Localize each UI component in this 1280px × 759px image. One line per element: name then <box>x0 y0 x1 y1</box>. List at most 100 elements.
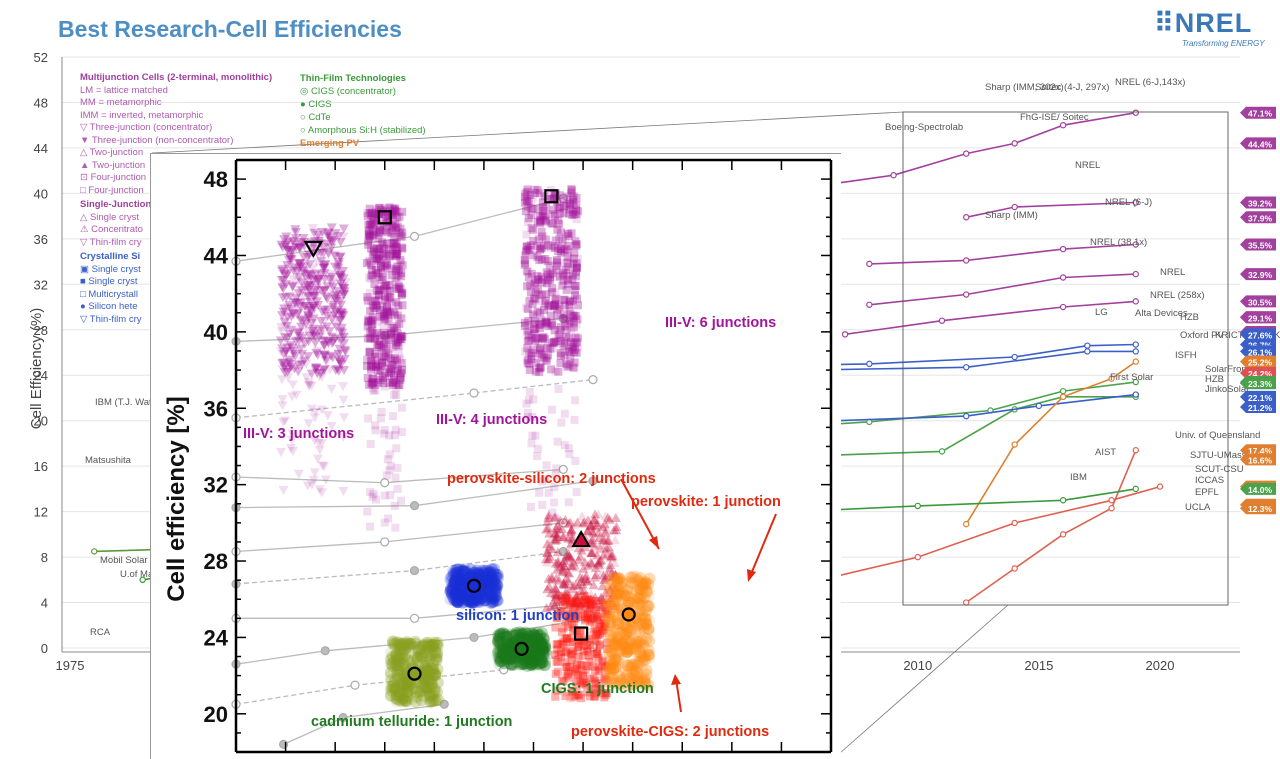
cloud-point <box>553 261 562 270</box>
cloud-point <box>421 663 434 676</box>
cloud-point <box>538 334 547 343</box>
cloud-point <box>564 498 573 507</box>
cloud-point <box>548 242 557 251</box>
cloud-point <box>386 330 395 339</box>
cloud-point <box>540 554 551 564</box>
cloud-point <box>594 560 605 570</box>
cloud-point <box>563 229 572 238</box>
cloud-point <box>523 336 532 345</box>
cloud-point <box>390 390 399 399</box>
cloud-point <box>609 623 622 636</box>
cloud-point <box>330 297 341 307</box>
cloud-point <box>568 557 579 567</box>
cloud-point <box>513 626 526 639</box>
cloud-point <box>381 352 390 361</box>
cloud-point <box>476 590 489 603</box>
cloud-point <box>643 634 656 647</box>
cloud-point <box>611 633 624 646</box>
cloud-point <box>282 367 293 377</box>
cloud-point <box>294 244 305 254</box>
cloud-point <box>527 629 540 642</box>
cloud-point <box>569 597 580 607</box>
cloud-point <box>377 263 386 272</box>
cloud-point <box>278 358 289 368</box>
cloud-point <box>526 647 539 660</box>
cloud-point <box>588 631 597 640</box>
bg-data-point <box>1156 483 1164 490</box>
cloud-point <box>566 200 575 209</box>
cloud-point <box>328 300 339 310</box>
cloud-point <box>488 576 501 589</box>
cloud-point <box>383 218 392 227</box>
bg-data-point <box>1108 505 1115 512</box>
cloud-point <box>287 392 298 402</box>
cloud-point <box>539 214 548 223</box>
cloud-point <box>431 676 444 689</box>
cloud-point <box>532 648 545 661</box>
cloud-point <box>573 254 582 263</box>
cloud-point <box>312 276 323 286</box>
bg-cell-label: NREL (38.1x) <box>1090 237 1147 248</box>
cloud-point <box>296 357 307 367</box>
circle-outline-icon: ○ <box>300 112 309 123</box>
cloud-point <box>319 274 330 284</box>
cloud-point <box>530 658 543 671</box>
cloud-point <box>523 185 532 194</box>
cloud-point <box>454 589 467 602</box>
cloud-point <box>545 273 554 282</box>
cloud-point <box>391 659 404 672</box>
cloud-point <box>326 272 337 282</box>
cloud-point <box>376 366 385 375</box>
cloud-point <box>387 222 396 231</box>
cloud-point <box>568 311 577 320</box>
cloud-point <box>322 232 333 242</box>
cloud-point <box>320 337 331 347</box>
inset-axes <box>234 158 833 754</box>
cloud-point <box>530 185 539 194</box>
cloud-point <box>367 361 376 370</box>
cloud-point <box>544 351 553 360</box>
cloud-point <box>463 592 476 605</box>
cloud-point <box>409 695 422 708</box>
cloud-point <box>604 633 617 646</box>
cloud-point <box>395 642 408 655</box>
cloud-point <box>377 362 386 371</box>
cloud-point <box>499 652 512 665</box>
cloud-point <box>548 338 557 347</box>
cloud-point <box>595 641 604 650</box>
cloud-point <box>283 373 294 383</box>
cloud-point <box>527 648 540 661</box>
cloud-point <box>571 666 580 675</box>
cloud-point <box>642 648 655 661</box>
cloud-point <box>317 461 328 471</box>
cloud-point <box>277 293 288 303</box>
cloud-point <box>604 563 615 573</box>
cloud-point <box>466 596 479 609</box>
cloud-point <box>389 204 398 213</box>
cloud-point <box>318 249 329 259</box>
cloud-point <box>363 356 372 365</box>
cloud-point <box>594 614 603 623</box>
cloud-point <box>599 574 610 584</box>
cloud-point <box>299 301 310 311</box>
cloud-point <box>375 337 384 346</box>
cloud-point <box>636 608 649 621</box>
cloud-point <box>395 677 408 690</box>
cloud-point <box>282 245 293 255</box>
cloud-point <box>287 275 298 285</box>
record-badge-shape <box>1240 377 1276 390</box>
bg-data-point <box>1132 298 1139 305</box>
cloud-point <box>556 359 565 368</box>
cloud-point <box>454 565 467 578</box>
cloud-point <box>328 236 339 246</box>
cloud-point <box>494 655 507 668</box>
cloud-point <box>597 534 608 544</box>
bg-data-point <box>1059 121 1067 129</box>
cloud-point <box>559 195 568 204</box>
cloud-point <box>368 326 377 335</box>
cloud-point <box>383 294 392 303</box>
cloud-point <box>609 601 620 611</box>
cloud-point <box>564 541 575 551</box>
